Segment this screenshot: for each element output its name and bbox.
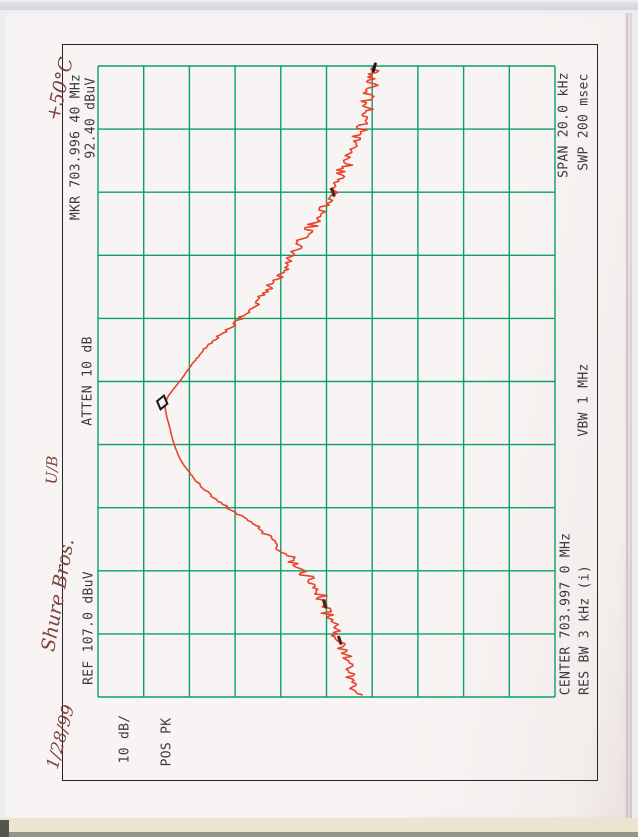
marker-readout-line2: 92.40 dBuV [83, 77, 99, 159]
trace-start-tick [371, 62, 377, 73]
span-label: SPAN 20.0 kHz [556, 72, 572, 178]
paper-right-edge [626, 13, 628, 818]
scanner-bottom-dark-band [0, 832, 638, 837]
scanner-corner-notch [0, 820, 9, 837]
trace-ink-blot [322, 599, 328, 609]
vbw-label: VBW 1 MHz [576, 363, 592, 437]
atten-label: ATTEN 10 dB [80, 336, 96, 426]
plot-frame [62, 44, 598, 781]
scanner-bottom-cream-band [0, 818, 638, 832]
marker-readout-line1: MKR 703.996 40 MHz [68, 73, 84, 221]
detector-label: POS PK [159, 717, 175, 767]
grid-lines [97, 65, 556, 698]
res-bw-label: RES BW 3 kHz (i) [577, 564, 593, 696]
scale-per-div-label: 10 dB/ [117, 714, 133, 764]
trace-ink-blot [337, 635, 343, 645]
trace-ink-blot [330, 187, 336, 197]
handwritten-unit-note: U/B [42, 455, 62, 485]
scanner-top-band [0, 2, 638, 10]
spectrum-trace [164, 65, 380, 696]
paper-sheet [6, 13, 632, 818]
ref-level-label: REF 107.0 dBuV [81, 571, 97, 685]
sweep-time-label: SWP 200 msec [576, 73, 592, 171]
marker-diamond [155, 394, 169, 411]
center-freq-label: CENTER 703.997 0 MHz [558, 532, 574, 696]
